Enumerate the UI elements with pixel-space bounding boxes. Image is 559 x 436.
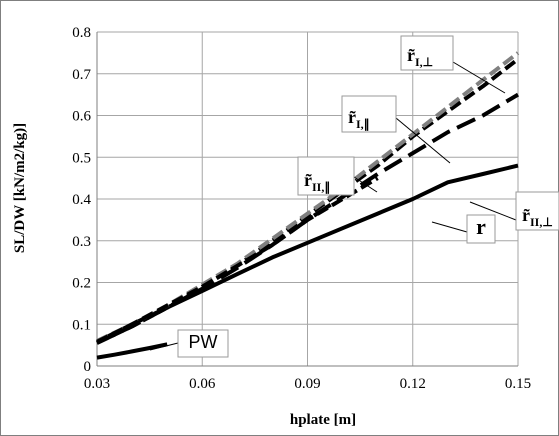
axes: 0.03 0.06 0.09 0.12 0.15 0 0.1 0.2 0.3 0.4 0.5 0.6 0… bbox=[72, 25, 531, 392]
callout-box bbox=[515, 191, 559, 231]
callout-label: r̃I,∥ bbox=[348, 107, 370, 131]
y-tick-label: 0.1 bbox=[72, 317, 91, 333]
x-tick-label: 0.09 bbox=[294, 376, 320, 392]
y-tick-label: 0.6 bbox=[72, 109, 91, 125]
annotations: r̃I,⊥r̃I,∥r̃II,⊥r̃II,∥rPW bbox=[149, 35, 559, 358]
series-r-tilde-ii-perp bbox=[96, 92, 520, 345]
series-lines bbox=[96, 51, 520, 360]
callout-main-text: r̃ bbox=[407, 45, 415, 65]
callout-main-text: PW bbox=[189, 332, 218, 352]
y-axis-title: SL/DW [kN/m2/kg)] bbox=[12, 123, 28, 253]
callout-subscript: II,∥ bbox=[312, 180, 330, 194]
callout-main-text: r̃ bbox=[348, 107, 356, 127]
callout-label: r̃II,⊥ bbox=[522, 205, 553, 229]
x-tick-label: 0.03 bbox=[84, 376, 110, 392]
x-axis-title: hplate [m] bbox=[290, 412, 356, 428]
callout-label: r̃I,⊥ bbox=[407, 45, 433, 69]
y-tick-label: 0.5 bbox=[72, 150, 91, 166]
callout-pw: PW bbox=[149, 329, 229, 358]
y-tick-label: 0.2 bbox=[72, 276, 91, 292]
y-tick-label: 0.7 bbox=[72, 67, 91, 83]
callout-box bbox=[466, 214, 496, 244]
callout-box bbox=[177, 329, 229, 358]
leader-line bbox=[452, 61, 506, 94]
callout-main-text: r̃ bbox=[522, 205, 530, 225]
callout-r-tilde-ii-par: r̃II,∥ bbox=[297, 156, 378, 196]
callout-r-tilde-ii-perp: r̃II,⊥ bbox=[469, 191, 559, 231]
leader-line bbox=[469, 201, 517, 221]
callout-subscript: II,⊥ bbox=[530, 215, 553, 229]
callout-subscript: I,⊥ bbox=[415, 55, 433, 69]
leader-line bbox=[395, 117, 451, 164]
callout-subscript: I,∥ bbox=[356, 117, 370, 131]
callout-label: r bbox=[476, 214, 486, 239]
callout-main-text: r̃ bbox=[304, 170, 312, 190]
leader-line bbox=[431, 221, 468, 233]
callout-r-tilde-i-par: r̃I,∥ bbox=[341, 95, 451, 164]
x-tick-label: 0.06 bbox=[189, 376, 216, 392]
y-tick-label: 0 bbox=[84, 359, 92, 375]
y-tick-label: 0.3 bbox=[72, 234, 91, 250]
leader-line bbox=[149, 342, 179, 351]
callout-label: r̃II,∥ bbox=[304, 170, 330, 194]
callout-main-text: r bbox=[476, 214, 486, 239]
y-tick-label: 0.4 bbox=[72, 192, 91, 208]
callout-box bbox=[400, 35, 454, 71]
series-r-tilde-ii-par bbox=[96, 176, 379, 344]
callout-r-tilde-i-perp: r̃I,⊥ bbox=[400, 35, 506, 94]
x-tick-label: 0.15 bbox=[505, 376, 531, 392]
x-tick-label: 0.12 bbox=[400, 376, 426, 392]
series-pw bbox=[96, 342, 168, 360]
callout-label: PW bbox=[189, 332, 218, 352]
y-tick-label: 0.8 bbox=[72, 25, 91, 41]
callout-r: r bbox=[431, 214, 496, 244]
callout-box bbox=[297, 156, 355, 196]
callout-box bbox=[341, 95, 397, 133]
leader-line bbox=[353, 176, 378, 193]
